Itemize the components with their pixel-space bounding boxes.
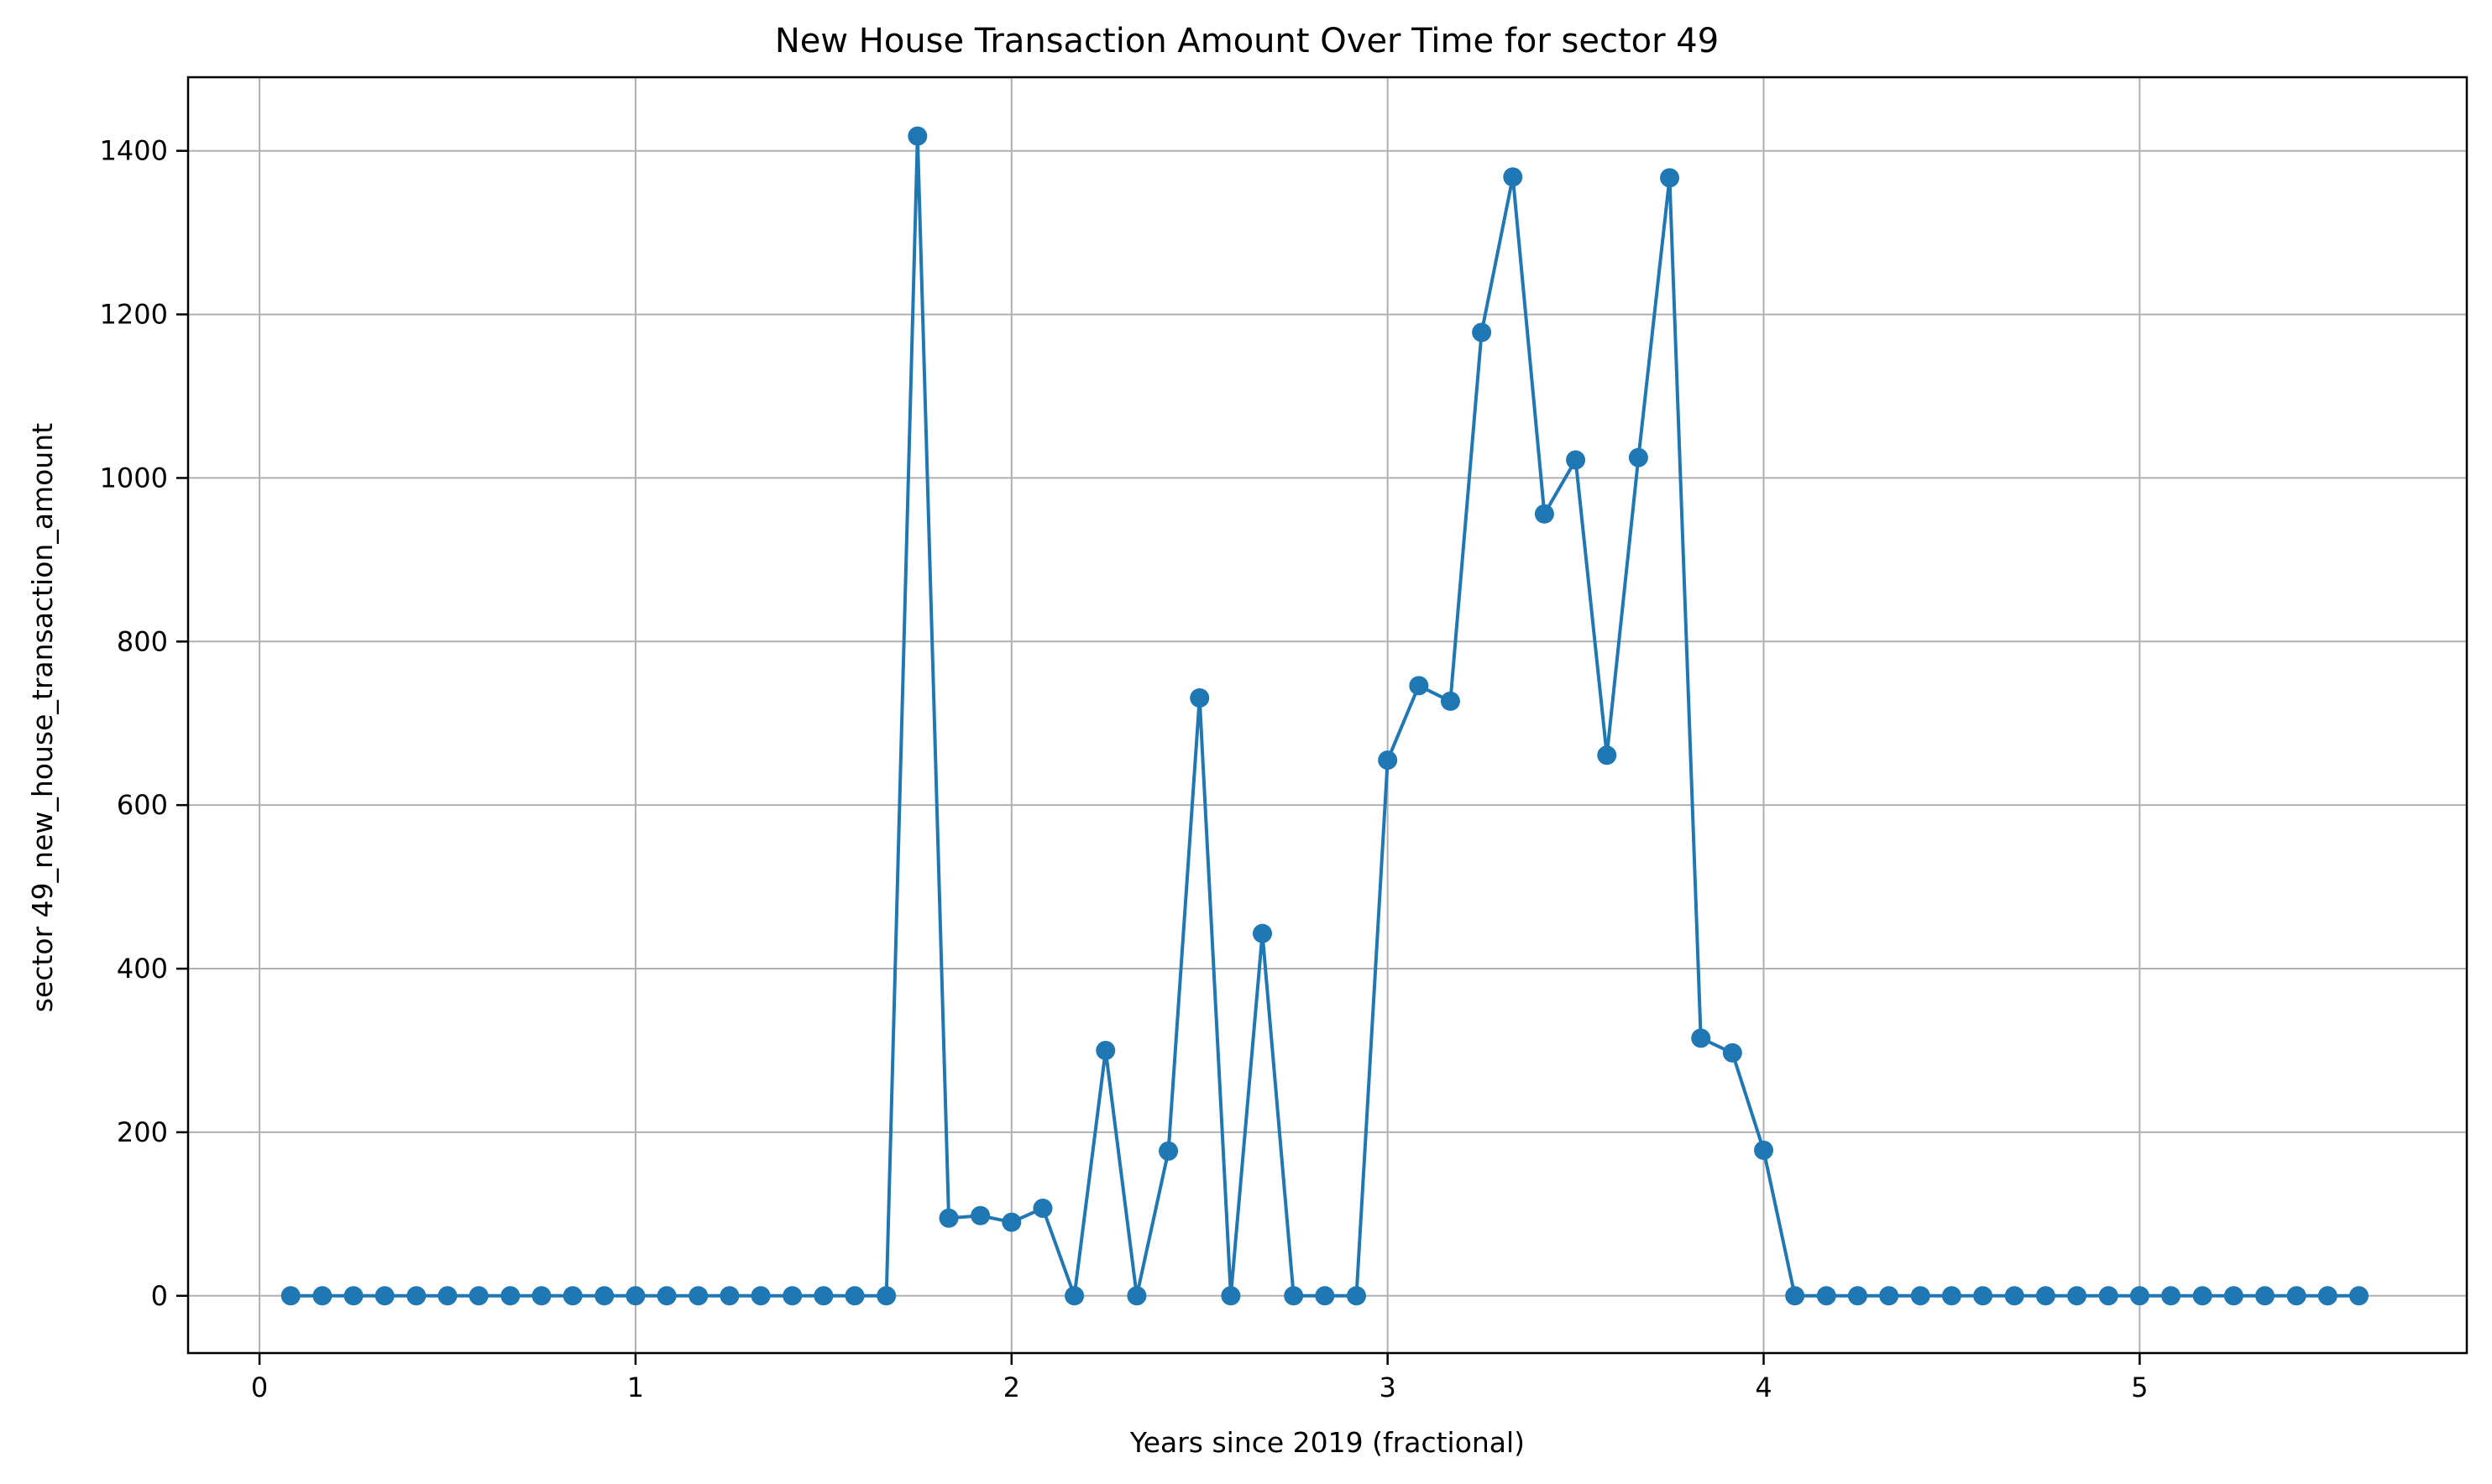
data-point xyxy=(1127,1286,1147,1306)
data-point xyxy=(626,1286,646,1306)
data-point xyxy=(720,1286,740,1306)
chart-title: New House Transaction Amount Over Time f… xyxy=(775,22,1719,60)
data-point xyxy=(531,1286,552,1306)
data-point xyxy=(406,1286,427,1306)
data-point xyxy=(2223,1286,2243,1306)
data-point xyxy=(1628,447,1648,468)
data-point xyxy=(2035,1286,2055,1306)
data-point xyxy=(2098,1286,2118,1306)
data-point xyxy=(1284,1286,1304,1306)
data-point xyxy=(845,1286,865,1306)
data-point xyxy=(2286,1286,2306,1306)
data-point xyxy=(2161,1286,2181,1306)
data-point xyxy=(1660,168,1680,188)
data-point xyxy=(1253,923,1273,943)
data-point xyxy=(1440,691,1460,711)
data-point xyxy=(2317,1286,2338,1306)
y-tick-label: 200 xyxy=(117,1116,168,1148)
data-point xyxy=(1785,1286,1805,1306)
data-point xyxy=(2067,1286,2087,1306)
data-point xyxy=(1534,504,1554,524)
data-point xyxy=(1847,1286,1867,1306)
data-point xyxy=(2004,1286,2024,1306)
data-point xyxy=(1973,1286,1993,1306)
data-point xyxy=(688,1286,709,1306)
y-tick-label: 400 xyxy=(117,953,168,985)
data-point xyxy=(437,1286,458,1306)
data-point xyxy=(312,1286,332,1306)
data-point xyxy=(1472,322,1492,342)
data-point xyxy=(469,1286,489,1306)
data-point xyxy=(374,1286,395,1306)
data-point xyxy=(1002,1212,1022,1232)
data-point xyxy=(2192,1286,2212,1306)
data-point xyxy=(1190,688,1210,708)
y-tick-label: 0 xyxy=(151,1280,168,1312)
data-point xyxy=(1221,1286,1241,1306)
x-tick-label: 0 xyxy=(251,1372,268,1403)
x-tick-label: 5 xyxy=(2131,1372,2148,1403)
x-tick-label: 3 xyxy=(1379,1372,1395,1403)
data-point xyxy=(1566,450,1586,470)
data-point xyxy=(343,1286,364,1306)
data-point xyxy=(1691,1028,1711,1048)
x-tick-label: 1 xyxy=(627,1372,644,1403)
data-point xyxy=(939,1208,959,1228)
data-point xyxy=(877,1286,897,1306)
data-point xyxy=(2348,1286,2369,1306)
y-tick-label: 800 xyxy=(117,625,168,657)
data-point xyxy=(783,1286,803,1306)
y-axis-label: sector 49_new_house_transaction_amount xyxy=(26,423,59,1012)
x-tick-label: 2 xyxy=(1003,1372,1020,1403)
data-point xyxy=(1159,1141,1179,1161)
series-layer xyxy=(280,126,2369,1306)
data-point xyxy=(594,1286,615,1306)
data-point xyxy=(1065,1286,1085,1306)
y-tick-label: 1400 xyxy=(100,135,168,167)
x-axis-label: Years since 2019 (fractional) xyxy=(1129,1426,1525,1459)
data-point xyxy=(1816,1286,1836,1306)
y-tick-label: 1000 xyxy=(100,462,168,494)
data-point xyxy=(971,1205,991,1225)
data-point xyxy=(280,1286,301,1306)
data-point xyxy=(1378,750,1398,771)
plot-frame xyxy=(186,76,2468,1355)
data-point xyxy=(2255,1286,2275,1306)
data-point xyxy=(1346,1286,1366,1306)
data-point xyxy=(1503,167,1523,187)
data-point xyxy=(908,126,928,146)
data-point xyxy=(500,1286,521,1306)
data-point xyxy=(1941,1286,1961,1306)
tick-layer: 0 1 2 3 4 5 0 200 400 600 800 1000 1200 1400 xyxy=(100,135,2149,1403)
grid-layer xyxy=(188,77,2467,1353)
data-point xyxy=(563,1286,583,1306)
data-point xyxy=(1754,1140,1774,1160)
data-point xyxy=(2129,1286,2149,1306)
data-point xyxy=(1722,1042,1742,1063)
x-tick-label: 4 xyxy=(1755,1372,1772,1403)
data-point xyxy=(1033,1199,1053,1219)
y-tick-label: 1200 xyxy=(100,299,168,331)
data-point xyxy=(1409,676,1429,696)
data-point xyxy=(1910,1286,1930,1306)
data-point xyxy=(1315,1286,1335,1306)
data-point xyxy=(1096,1040,1116,1060)
data-point xyxy=(751,1286,771,1306)
data-point xyxy=(1879,1286,1899,1306)
data-point xyxy=(814,1286,834,1306)
data-point xyxy=(1597,745,1617,766)
y-tick-label: 600 xyxy=(117,789,168,821)
data-point xyxy=(657,1286,677,1306)
